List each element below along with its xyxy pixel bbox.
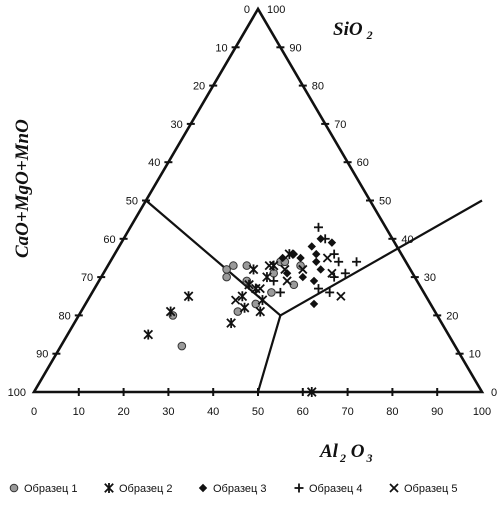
tick-label-left: 30	[171, 119, 183, 131]
legend-label-1: Образец 1	[24, 483, 77, 495]
data-point-series-2	[258, 295, 266, 305]
triangle-outline	[34, 9, 482, 392]
legend-marker-1	[10, 484, 18, 492]
tick-label-left: 90	[36, 349, 48, 361]
data-point-series-4	[334, 257, 343, 266]
tick-label-bottom: 70	[341, 406, 353, 418]
data-point-series-2	[144, 330, 152, 340]
data-point-series-2	[227, 318, 235, 328]
tick-label-left: 60	[103, 234, 115, 246]
tick-label-left: 50	[126, 196, 138, 208]
data-point-series-1	[268, 289, 276, 297]
tick-label-right: 20	[446, 310, 458, 322]
data-point-series-1	[223, 273, 231, 281]
legend-marker-5	[390, 484, 398, 492]
tick-label-bottom: 10	[73, 406, 85, 418]
tick-label-right: 60	[357, 157, 369, 169]
data-point-series-3	[290, 250, 298, 258]
data-point-series-2	[256, 307, 264, 317]
legend: Образец 1 Образец 2 Образец 3 Образец 4 Обра…	[10, 483, 457, 495]
tick-label-right: 50	[379, 196, 391, 208]
data-point-series-1	[230, 262, 238, 270]
legend-item-4: Образец 4	[295, 483, 363, 495]
tick-label-bottom: 30	[162, 406, 174, 418]
tick-label-right: 90	[289, 42, 301, 54]
data-point-series-3	[296, 254, 304, 262]
data-point-series-5	[256, 285, 264, 293]
tick-label-right: 80	[312, 81, 324, 93]
axis-title-cao-mgo-mno: CaO+MgO+MnO	[12, 119, 33, 258]
legend-label-2: Образец 2	[119, 483, 172, 495]
legend-item-3: Образец 3	[199, 483, 267, 495]
legend-label-3: Образец 3	[213, 483, 266, 495]
tick-label-bottom: 90	[431, 406, 443, 418]
data-points	[144, 223, 361, 397]
data-point-series-2	[240, 303, 248, 313]
tick-label-right: 100	[267, 4, 285, 16]
axis-title-sio2: SiO2	[333, 19, 373, 42]
tick-label-bottom: 60	[297, 406, 309, 418]
legend-marker-4	[295, 484, 304, 493]
tick-label-right: 0	[491, 387, 497, 399]
legend-marker-3	[199, 484, 207, 492]
data-point-series-5	[283, 277, 291, 285]
tick-label-right: 10	[469, 349, 481, 361]
legend-marker-2	[105, 483, 113, 493]
data-point-series-5	[337, 292, 345, 300]
data-point-series-3	[310, 300, 318, 308]
tick-label-left: 40	[148, 157, 160, 169]
tick-label-left: 100	[8, 387, 26, 399]
axis-title-al2o3: Al2 O3	[319, 441, 372, 465]
tick-label-left: 10	[215, 42, 227, 54]
tick-label-left: 70	[81, 272, 93, 284]
data-point-series-4	[352, 257, 361, 266]
legend-item-2: Образец 2	[105, 483, 173, 495]
data-point-series-3	[312, 250, 320, 258]
data-point-series-5	[265, 262, 273, 270]
legend-item-5: Образец 5	[390, 483, 457, 495]
tick-label-left: 0	[244, 4, 250, 16]
legend-item-1: Образец 1	[10, 483, 77, 495]
tick-label-right: 30	[424, 272, 436, 284]
tick-label-bottom: 100	[473, 406, 491, 418]
data-point-series-4	[269, 276, 278, 285]
data-point-series-3	[317, 265, 325, 273]
tick-label-bottom: 0	[31, 406, 37, 418]
tick-label-right: 70	[334, 119, 346, 131]
data-point-series-5	[323, 254, 331, 262]
legend-label-4: Образец 4	[309, 483, 362, 495]
data-point-series-4	[314, 223, 323, 232]
plot-frame	[34, 9, 482, 392]
tick-label-right: 40	[401, 234, 413, 246]
tick-labels: 0100010901020802030703040604050505060406…	[8, 4, 497, 418]
data-point-series-4	[321, 234, 330, 243]
data-point-series-2	[184, 291, 192, 301]
data-point-series-3	[310, 277, 318, 285]
tick-label-bottom: 20	[117, 406, 129, 418]
data-point-series-3	[312, 258, 320, 266]
tick-label-bottom: 40	[207, 406, 219, 418]
data-point-series-3	[308, 242, 316, 250]
tick-marks	[52, 47, 463, 396]
data-point-series-2	[249, 264, 257, 274]
boundary-line-3	[258, 315, 280, 392]
data-point-series-4	[276, 288, 285, 297]
legend-label-5: Образец 5	[404, 483, 457, 495]
tick-label-left: 80	[59, 310, 71, 322]
tick-label-bottom: 50	[252, 406, 264, 418]
tick-label-bottom: 80	[386, 406, 398, 418]
tick-label-left: 20	[193, 81, 205, 93]
data-point-series-1	[178, 342, 186, 350]
data-point-series-3	[299, 273, 307, 281]
